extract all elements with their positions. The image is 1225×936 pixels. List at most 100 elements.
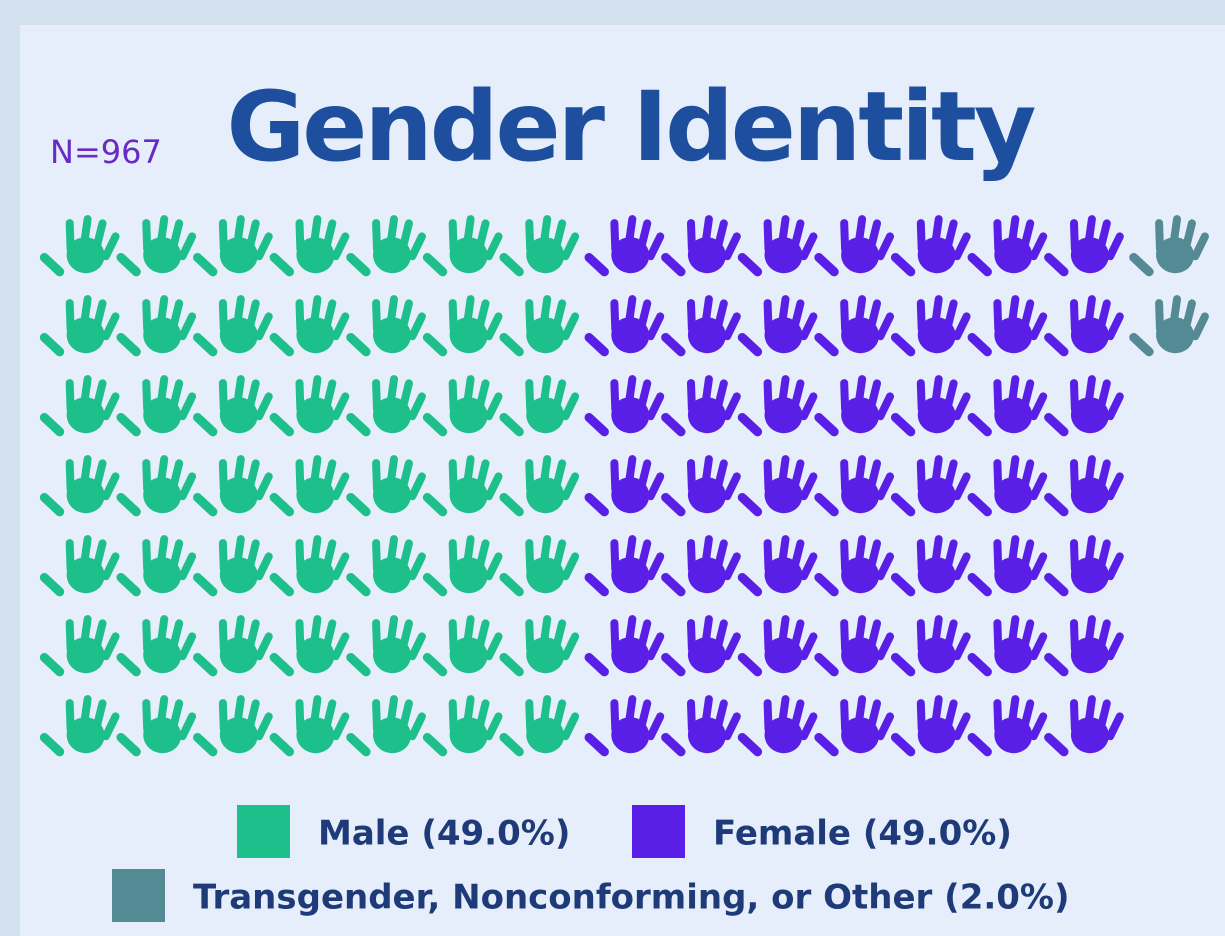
hand-thumb bbox=[346, 653, 371, 677]
hand-finger bbox=[218, 379, 228, 414]
hand-finger bbox=[484, 632, 503, 661]
hand-finger bbox=[1019, 619, 1035, 655]
hand-finger bbox=[1096, 299, 1111, 335]
hand-finger bbox=[799, 392, 818, 421]
hand-thumb bbox=[967, 733, 992, 757]
hand-finger bbox=[91, 699, 107, 735]
hand-icon bbox=[422, 455, 503, 517]
hand-finger bbox=[700, 615, 713, 653]
hand-finger bbox=[916, 459, 926, 494]
hand-finger bbox=[763, 219, 773, 254]
hand-finger bbox=[168, 699, 184, 735]
hand-finger bbox=[840, 699, 850, 734]
hand-icon bbox=[39, 695, 120, 757]
hand-finger bbox=[763, 699, 773, 734]
hand-finger bbox=[232, 215, 245, 253]
hand-finger bbox=[624, 695, 637, 733]
hand-icon bbox=[967, 615, 1048, 677]
hand-finger bbox=[168, 539, 184, 575]
hand-icon bbox=[967, 215, 1048, 277]
hand-icon bbox=[1129, 215, 1209, 277]
hand-finger bbox=[799, 472, 818, 501]
hand-finger bbox=[799, 312, 818, 341]
hand-thumb bbox=[814, 573, 839, 597]
hand-finger bbox=[372, 299, 381, 334]
hand-finger bbox=[686, 219, 696, 254]
hand-icon bbox=[193, 455, 273, 517]
hand-finger bbox=[942, 699, 958, 735]
hand-finger bbox=[309, 375, 322, 413]
hand-thumb bbox=[39, 573, 65, 597]
hand-thumb bbox=[269, 573, 295, 597]
hand-thumb bbox=[499, 493, 524, 517]
hand-finger bbox=[79, 695, 92, 733]
hand-thumb bbox=[737, 413, 763, 437]
hand-finger bbox=[763, 619, 773, 654]
hand-finger bbox=[462, 215, 475, 253]
hand-finger bbox=[91, 219, 107, 255]
hand-finger bbox=[551, 539, 567, 575]
hand-finger bbox=[101, 472, 120, 501]
hand-finger bbox=[1029, 232, 1048, 261]
hand-thumb bbox=[1044, 253, 1069, 277]
chart-title: Gender Identity bbox=[227, 71, 1035, 183]
hand-thumb bbox=[967, 573, 992, 597]
hand-icon bbox=[814, 695, 895, 757]
hand-finger bbox=[916, 299, 926, 334]
hand-finger bbox=[91, 299, 107, 335]
hand-finger bbox=[1069, 699, 1079, 734]
hand-finger bbox=[1106, 232, 1124, 261]
hand-icon bbox=[967, 295, 1048, 357]
hand-icon bbox=[269, 615, 350, 677]
hand-finger bbox=[244, 379, 260, 415]
hand-finger bbox=[232, 615, 245, 653]
hand-finger bbox=[295, 459, 305, 494]
hand-finger bbox=[789, 459, 805, 495]
hand-thumb bbox=[39, 493, 65, 517]
hand-finger bbox=[866, 379, 882, 415]
hand-icon bbox=[116, 695, 197, 757]
hand-finger bbox=[646, 552, 665, 581]
hand-thumb bbox=[1129, 333, 1154, 357]
hand-finger bbox=[799, 632, 818, 661]
hand-thumb bbox=[661, 573, 686, 597]
hand-thumb bbox=[193, 333, 218, 357]
legend-swatch bbox=[237, 805, 290, 858]
hand-finger bbox=[561, 232, 580, 261]
hand-finger bbox=[168, 379, 184, 415]
hand-finger bbox=[309, 695, 322, 733]
hand-icon bbox=[39, 375, 120, 437]
hand-icon bbox=[1044, 375, 1124, 437]
hand-finger bbox=[952, 312, 971, 341]
hand-thumb bbox=[346, 413, 371, 437]
hand-finger bbox=[462, 375, 475, 413]
hand-finger bbox=[853, 295, 867, 333]
hand-thumb bbox=[737, 573, 763, 597]
hand-thumb bbox=[39, 413, 65, 437]
hand-thumb bbox=[39, 733, 65, 757]
hand-finger bbox=[930, 695, 943, 733]
hand-finger bbox=[142, 459, 152, 494]
hand-finger bbox=[686, 379, 696, 414]
hand-finger bbox=[156, 375, 169, 413]
hand-finger bbox=[723, 392, 741, 421]
legend-swatch bbox=[112, 869, 165, 922]
hand-finger bbox=[462, 695, 475, 733]
hand-finger bbox=[1083, 455, 1096, 493]
hand-icon bbox=[814, 375, 895, 437]
hand-thumb bbox=[890, 253, 916, 277]
hand-finger bbox=[713, 379, 728, 415]
hand-finger bbox=[331, 552, 350, 581]
hand-thumb bbox=[890, 413, 916, 437]
hand-thumb bbox=[193, 573, 218, 597]
hand-finger bbox=[551, 699, 567, 735]
hand-finger bbox=[610, 459, 620, 494]
hand-finger bbox=[1106, 392, 1124, 421]
hand-icon bbox=[1044, 215, 1124, 277]
hand-thumb bbox=[116, 253, 141, 277]
hand-finger bbox=[218, 699, 228, 734]
hand-finger bbox=[636, 539, 652, 575]
hand-finger bbox=[1007, 295, 1020, 333]
hand-finger bbox=[1007, 535, 1020, 573]
